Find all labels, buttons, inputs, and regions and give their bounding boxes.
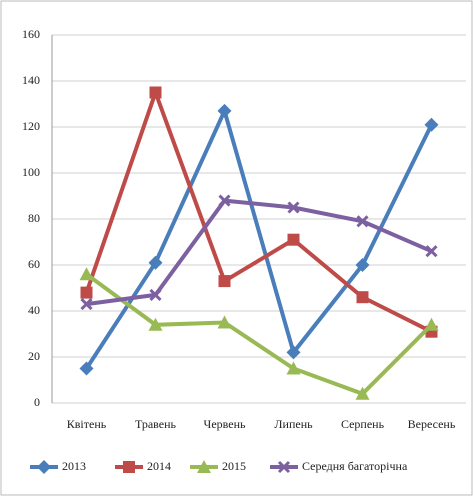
data-point [356, 291, 369, 304]
series-line [85, 272, 433, 397]
data-point [79, 361, 94, 376]
series-line [84, 86, 433, 334]
data-point [286, 361, 301, 375]
data-point [79, 267, 94, 281]
data-point [286, 345, 301, 360]
data-point [149, 288, 162, 301]
x-tick-label: Серпень [341, 417, 385, 431]
data-point [148, 317, 163, 331]
y-tick-label: 140 [22, 73, 40, 87]
y-tick-label: 40 [28, 303, 40, 317]
data-point [217, 103, 232, 118]
legend-label: 2013 [62, 459, 86, 473]
x-tick-label: Квітень [67, 417, 107, 431]
data-point [424, 317, 439, 331]
legend-marker [37, 460, 51, 474]
legend-label: Середня багаторічна [302, 459, 408, 473]
data-point [355, 386, 370, 400]
legend-label: 2015 [222, 459, 246, 473]
y-tick-label: 20 [28, 349, 40, 363]
data-point [425, 245, 438, 258]
data-point [355, 258, 370, 272]
y-tick-label: 100 [22, 165, 40, 179]
data-point [218, 194, 231, 207]
data-point [218, 275, 231, 288]
legend-marker [277, 460, 291, 474]
series-line [84, 105, 434, 370]
data-point [80, 286, 93, 299]
series-line [86, 198, 433, 307]
data-point [287, 201, 300, 214]
data-point [80, 298, 93, 311]
data-point [356, 215, 369, 228]
y-tick-label: 120 [22, 119, 40, 133]
x-tick-label: Червень [204, 417, 246, 431]
legend-label: 2014 [147, 459, 171, 473]
data-point [287, 233, 300, 246]
legend-marker [197, 460, 211, 473]
y-tick-label: 160 [22, 27, 40, 41]
legend-marker [123, 461, 135, 473]
data-point [149, 86, 162, 99]
data-point [148, 255, 163, 270]
y-tick-label: 0 [34, 395, 40, 409]
x-tick-label: Травень [135, 417, 177, 431]
y-tick-label: 80 [28, 211, 40, 225]
data-point [217, 315, 232, 329]
x-tick-label: Вересень [408, 417, 456, 431]
x-tick-label: Липень [274, 417, 313, 431]
data-point [424, 117, 439, 132]
y-tick-label: 60 [28, 257, 40, 271]
